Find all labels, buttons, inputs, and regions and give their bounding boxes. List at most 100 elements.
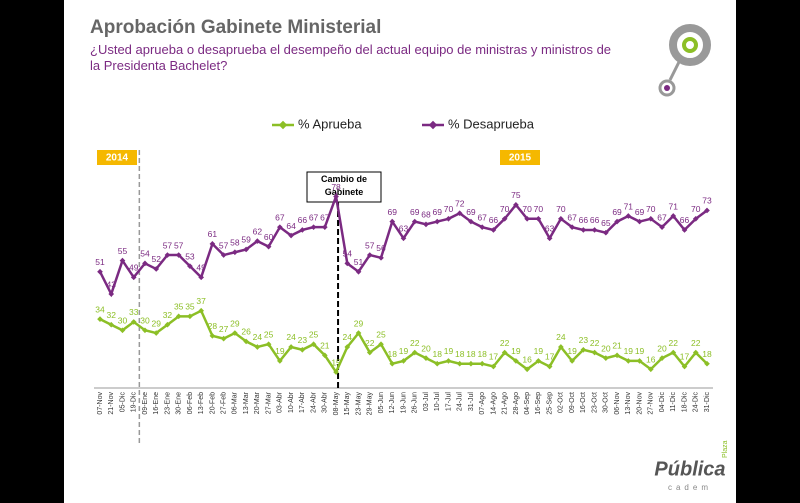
data-label: 24 — [286, 332, 296, 342]
point — [603, 229, 609, 236]
x-tick-label: 14-Ago — [490, 392, 497, 415]
data-label: 56 — [376, 243, 386, 253]
data-label: 24 — [343, 332, 353, 342]
point — [513, 202, 519, 208]
data-label: 43 — [107, 279, 117, 289]
chart-subtitle: ¿Usted aprueba o desaprueba el desempeño… — [90, 42, 612, 73]
data-label: 22 — [365, 338, 375, 348]
x-tick-label: 27-Feb — [220, 392, 227, 414]
x-tick-label: 31-Jul — [468, 392, 475, 412]
point — [479, 224, 486, 230]
x-tick-label: 17-Jul — [445, 392, 452, 412]
year-box — [500, 150, 540, 165]
data-label: 18 — [432, 349, 442, 359]
x-tick-label: 20-Feb — [209, 392, 216, 414]
year-label: 2015 — [509, 153, 532, 164]
data-label: 18 — [702, 349, 712, 359]
data-label: 65 — [601, 218, 611, 228]
ring — [682, 37, 698, 53]
data-label: 70 — [500, 204, 510, 214]
data-label: 24 — [556, 332, 566, 342]
data-label: 72 — [455, 198, 465, 208]
point — [119, 257, 126, 264]
data-label: 30 — [140, 316, 150, 326]
x-tick-label: 23-Ene — [164, 392, 171, 415]
point — [400, 358, 407, 364]
data-label: 70 — [444, 204, 454, 214]
data-label: 71 — [624, 201, 634, 211]
point — [546, 235, 553, 242]
point — [153, 266, 160, 272]
point — [456, 210, 463, 217]
point — [636, 358, 643, 364]
data-label: 67 — [657, 212, 667, 222]
x-tick-label: 19-Dic — [131, 392, 138, 413]
x-tick-label: 09-Oct — [569, 392, 576, 413]
data-label: 29 — [151, 318, 161, 328]
data-label: 69 — [432, 207, 442, 217]
point — [704, 360, 710, 367]
point — [659, 355, 665, 361]
chart-title: Aprobación Gabinete Ministerial — [90, 17, 381, 38]
connector — [668, 59, 682, 81]
data-label: 25 — [264, 329, 274, 339]
data-label: 67 — [309, 212, 319, 222]
x-tick-label: 04-Dic — [659, 392, 666, 413]
point — [220, 252, 227, 258]
point — [355, 330, 362, 336]
data-label: 62 — [253, 226, 263, 236]
point — [434, 360, 441, 367]
x-tick-label: 16-Sep — [535, 392, 542, 415]
data-label: 22 — [410, 338, 420, 348]
data-label: 19 — [399, 346, 409, 356]
data-label: 66 — [590, 215, 600, 225]
data-label: 70 — [534, 204, 544, 214]
ring — [669, 24, 711, 66]
data-label: 19 — [444, 346, 454, 356]
x-tick-label: 06-Feb — [187, 392, 194, 414]
data-label: 23 — [298, 335, 308, 345]
data-label: 17 — [489, 352, 499, 362]
point — [265, 243, 272, 250]
point — [524, 366, 530, 373]
x-tick-label: 25-Sep — [546, 392, 553, 415]
x-tick-label: 07-Nov — [97, 392, 104, 415]
point — [670, 349, 677, 356]
data-label: 58 — [230, 237, 240, 247]
point — [142, 327, 148, 334]
point — [704, 207, 710, 214]
point — [355, 268, 362, 275]
data-label: 69 — [388, 207, 398, 217]
x-tick-label: 13-Feb — [198, 392, 205, 414]
point — [558, 344, 564, 350]
point — [288, 344, 294, 350]
x-tick-label: 11-Dic — [670, 392, 677, 412]
data-label: 70 — [691, 204, 701, 214]
point — [558, 215, 564, 222]
x-tick-label: 07-Ago — [479, 392, 486, 415]
point — [513, 358, 519, 364]
logo-text: Pública — [654, 458, 725, 480]
year-label: 2014 — [106, 153, 129, 164]
data-label: 75 — [511, 190, 521, 200]
event-label: Cambio de Gabinete — [320, 174, 367, 197]
point — [411, 218, 418, 225]
data-label: 73 — [702, 196, 712, 206]
point — [243, 246, 249, 253]
point — [389, 218, 396, 225]
data-label: 37 — [196, 296, 206, 306]
x-tick-label: 13-Mar — [243, 391, 250, 414]
point — [187, 313, 193, 320]
data-label: 57 — [174, 240, 184, 250]
data-label: 63 — [545, 224, 555, 234]
data-label: 16 — [522, 355, 532, 365]
data-label: 53 — [185, 251, 195, 261]
data-label: 70 — [522, 204, 532, 214]
data-label: 71 — [669, 201, 679, 211]
legend-label: % Desaprueba — [448, 116, 535, 131]
x-tick-label: 13-Nov — [625, 392, 632, 415]
x-tick-label: 03-Jul — [423, 392, 430, 412]
point — [108, 321, 115, 328]
data-label: 66 — [579, 215, 589, 225]
